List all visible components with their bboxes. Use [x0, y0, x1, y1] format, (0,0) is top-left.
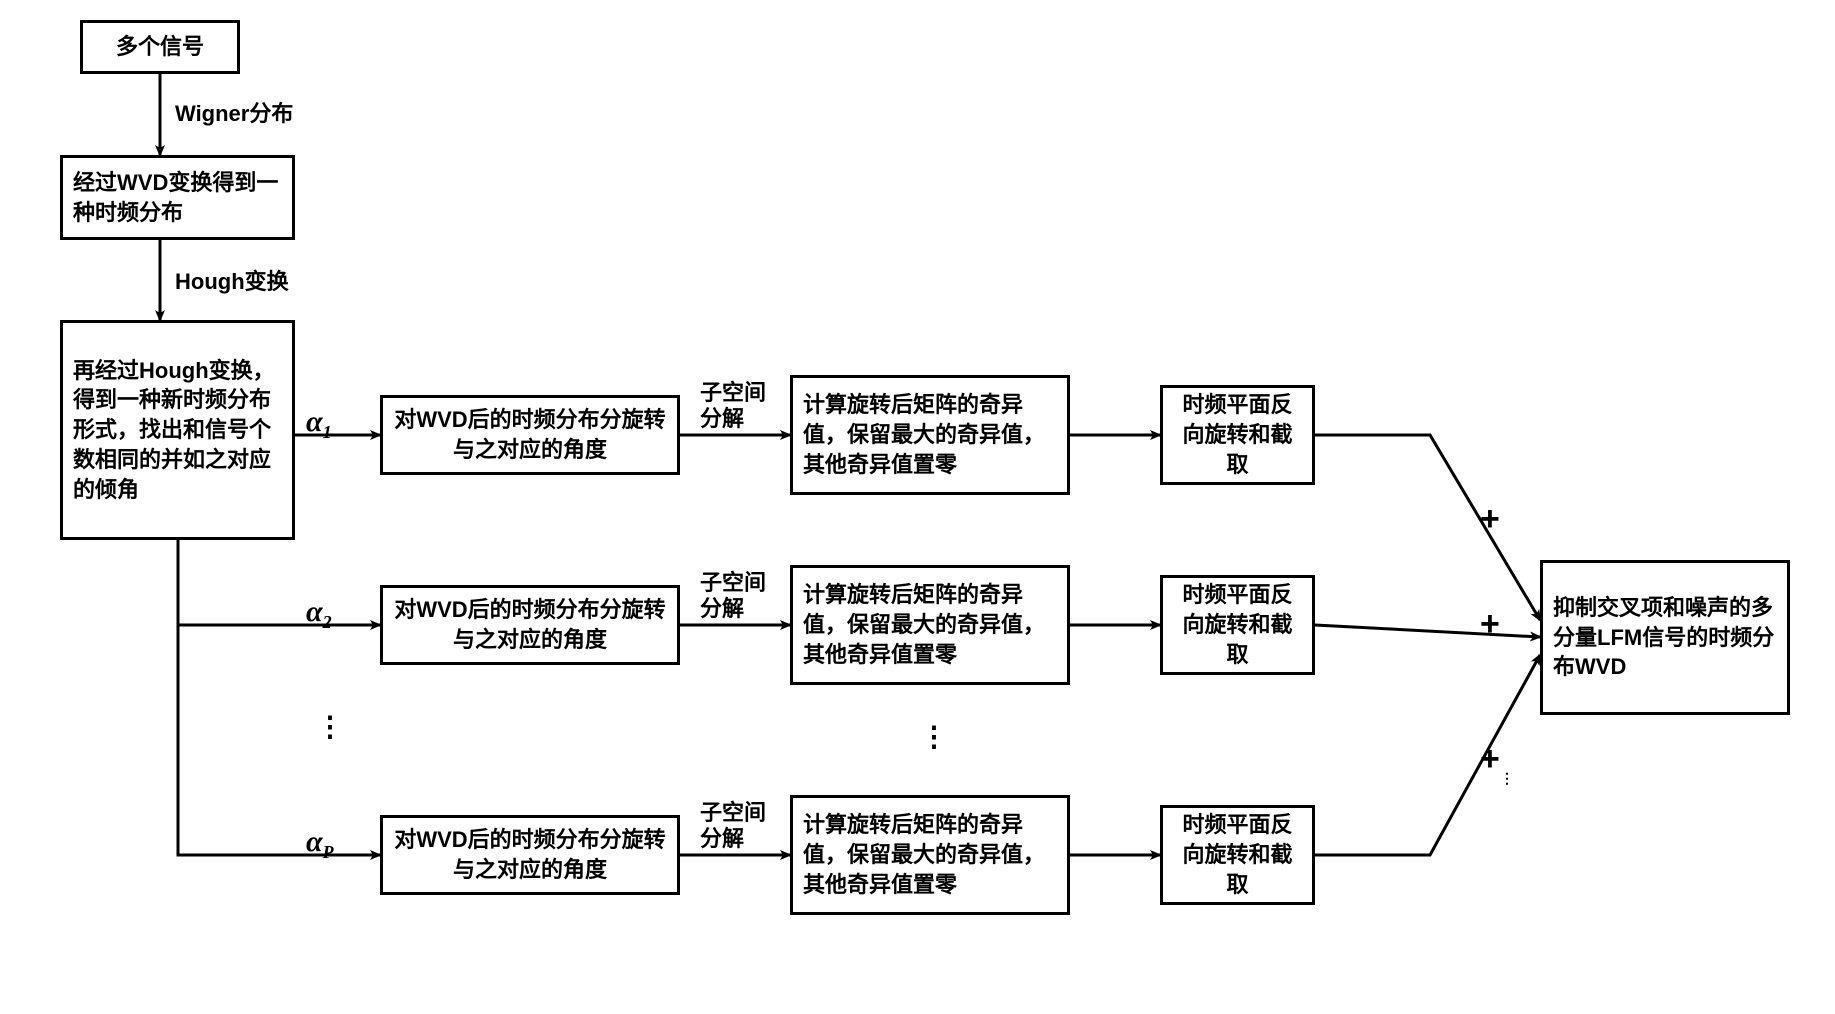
box-rotate-2: 对WVD后的时频分布分旋转与之对应的角度	[380, 585, 680, 665]
box-svd-3-text: 计算旋转后矩阵的奇异值，保留最大的奇异值，其他奇异值置零	[803, 810, 1057, 899]
plus-3: +	[1480, 740, 1500, 779]
box-inverse-3-text: 时频平面反向旋转和截取	[1173, 810, 1302, 899]
box-svd-3: 计算旋转后矩阵的奇异值，保留最大的奇异值，其他奇异值置零	[790, 795, 1070, 915]
box-rotate-3: 对WVD后的时频分布分旋转与之对应的角度	[380, 815, 680, 895]
box-inverse-3: 时频平面反向旋转和截取	[1160, 805, 1315, 905]
box-output-text: 抑制交叉项和噪声的多分量LFM信号的时频分布WVD	[1553, 593, 1777, 682]
box-svd-2-text: 计算旋转后矩阵的奇异值，保留最大的奇异值，其他奇异值置零	[803, 580, 1057, 669]
box-inverse-1-text: 时频平面反向旋转和截取	[1173, 390, 1302, 479]
box-rotate-2-text: 对WVD后的时频分布分旋转与之对应的角度	[393, 595, 667, 654]
vdots-plus: ⋮	[1500, 770, 1516, 787]
box-inverse-2: 时频平面反向旋转和截取	[1160, 575, 1315, 675]
label-subspace-1: 子空间分解	[700, 380, 780, 433]
plus-2: +	[1480, 605, 1500, 644]
label-wigner: Wigner分布	[175, 96, 293, 128]
alpha-2: α2	[306, 595, 332, 633]
label-subspace-2: 子空间分解	[700, 570, 780, 623]
box-input-text: 多个信号	[116, 32, 204, 62]
box-hough: 再经过Hough变换，得到一种新时频分布形式，找出和信号个数相同的并如之对应的倾…	[60, 320, 295, 540]
plus-1: +	[1480, 500, 1500, 539]
box-rotate-3-text: 对WVD后的时频分布分旋转与之对应的角度	[393, 825, 667, 884]
vdots-svd: ⋮	[920, 720, 950, 753]
box-rotate-1-text: 对WVD后的时频分布分旋转与之对应的角度	[393, 405, 667, 464]
box-output: 抑制交叉项和噪声的多分量LFM信号的时频分布WVD	[1540, 560, 1790, 715]
label-hough: Hough变换	[175, 264, 289, 296]
box-svd-1-text: 计算旋转后矩阵的奇异值，保留最大的奇异值，其他奇异值置零	[803, 390, 1057, 479]
alpha-1: α1	[306, 405, 332, 443]
vdots-alpha: ⋮	[316, 710, 346, 743]
box-wvd-text: 经过WVD变换得到一种时频分布	[73, 168, 282, 227]
box-svd-1: 计算旋转后矩阵的奇异值，保留最大的奇异值，其他奇异值置零	[790, 375, 1070, 495]
box-hough-text: 再经过Hough变换，得到一种新时频分布形式，找出和信号个数相同的并如之对应的倾…	[73, 356, 282, 504]
box-svd-2: 计算旋转后矩阵的奇异值，保留最大的奇异值，其他奇异值置零	[790, 565, 1070, 685]
box-input: 多个信号	[80, 20, 240, 74]
box-wvd: 经过WVD变换得到一种时频分布	[60, 155, 295, 240]
box-rotate-1: 对WVD后的时频分布分旋转与之对应的角度	[380, 395, 680, 475]
box-inverse-1: 时频平面反向旋转和截取	[1160, 385, 1315, 485]
box-inverse-2-text: 时频平面反向旋转和截取	[1173, 580, 1302, 669]
alpha-p: αP	[306, 825, 334, 863]
label-subspace-3: 子空间分解	[700, 800, 780, 853]
